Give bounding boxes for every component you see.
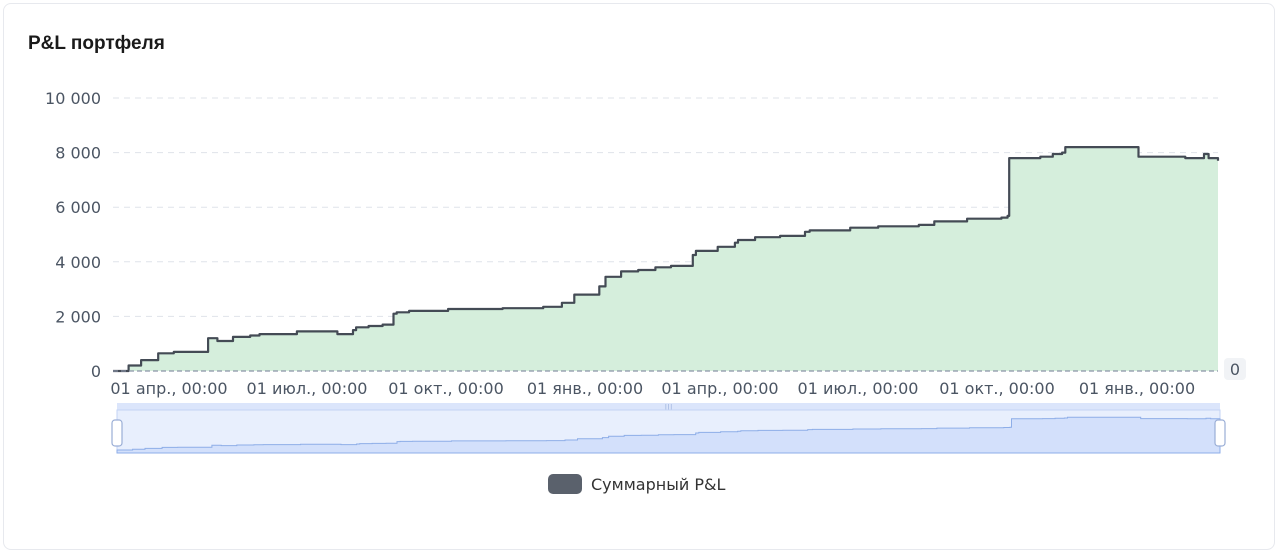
x-tick-label: 01 окт., 00:00: [388, 379, 504, 398]
data-zoom-slider[interactable]: |||: [111, 403, 1226, 454]
y-tick-label: 6 000: [55, 198, 101, 217]
zoom-grip-icon[interactable]: |||: [664, 403, 672, 412]
pnl-line: [113, 146, 1220, 373]
y-axis-ticks: 0 2 000 4 000 6 000 8 000 10 000: [45, 89, 101, 381]
legend[interactable]: Суммарный P&L: [548, 474, 725, 494]
x-tick-label: 01 окт., 00:00: [939, 379, 1055, 398]
y-tick-label: 2 000: [55, 307, 101, 326]
x-tick-label: 01 июл., 00:00: [247, 379, 368, 398]
x-tick-label: 01 апр., 00:00: [110, 379, 227, 398]
y-tick-label: 10 000: [45, 89, 101, 108]
x-tick-label: 01 апр., 00:00: [661, 379, 778, 398]
right-axis-label: 0: [1230, 360, 1240, 379]
chart-title: P&L портфеля: [28, 33, 165, 54]
pnl-area: [113, 147, 1218, 371]
zoom-handle-left[interactable]: [111, 419, 123, 447]
x-tick-label: 01 июл., 00:00: [798, 379, 919, 398]
x-axis-ticks: 01 апр., 00:00 01 июл., 00:00 01 окт., 00:…: [110, 379, 1195, 398]
zoom-mini-series: [116, 416, 1221, 454]
right-axis-label-group: 0: [1224, 358, 1246, 380]
right-axis-label-bg: [1224, 358, 1246, 380]
x-tick-label: 01 янв., 00:00: [1079, 379, 1195, 398]
y-tick-label: 0: [91, 362, 101, 381]
x-tick-label: 01 янв., 00:00: [527, 379, 643, 398]
zoom-handle-right[interactable]: [1214, 419, 1226, 447]
y-tick-label: 8 000: [55, 144, 101, 163]
zoom-top-bar[interactable]: [117, 403, 1220, 411]
legend-swatch[interactable]: [548, 474, 582, 494]
legend-label[interactable]: Суммарный P&L: [591, 475, 725, 494]
y-tick-label: 4 000: [55, 253, 101, 272]
